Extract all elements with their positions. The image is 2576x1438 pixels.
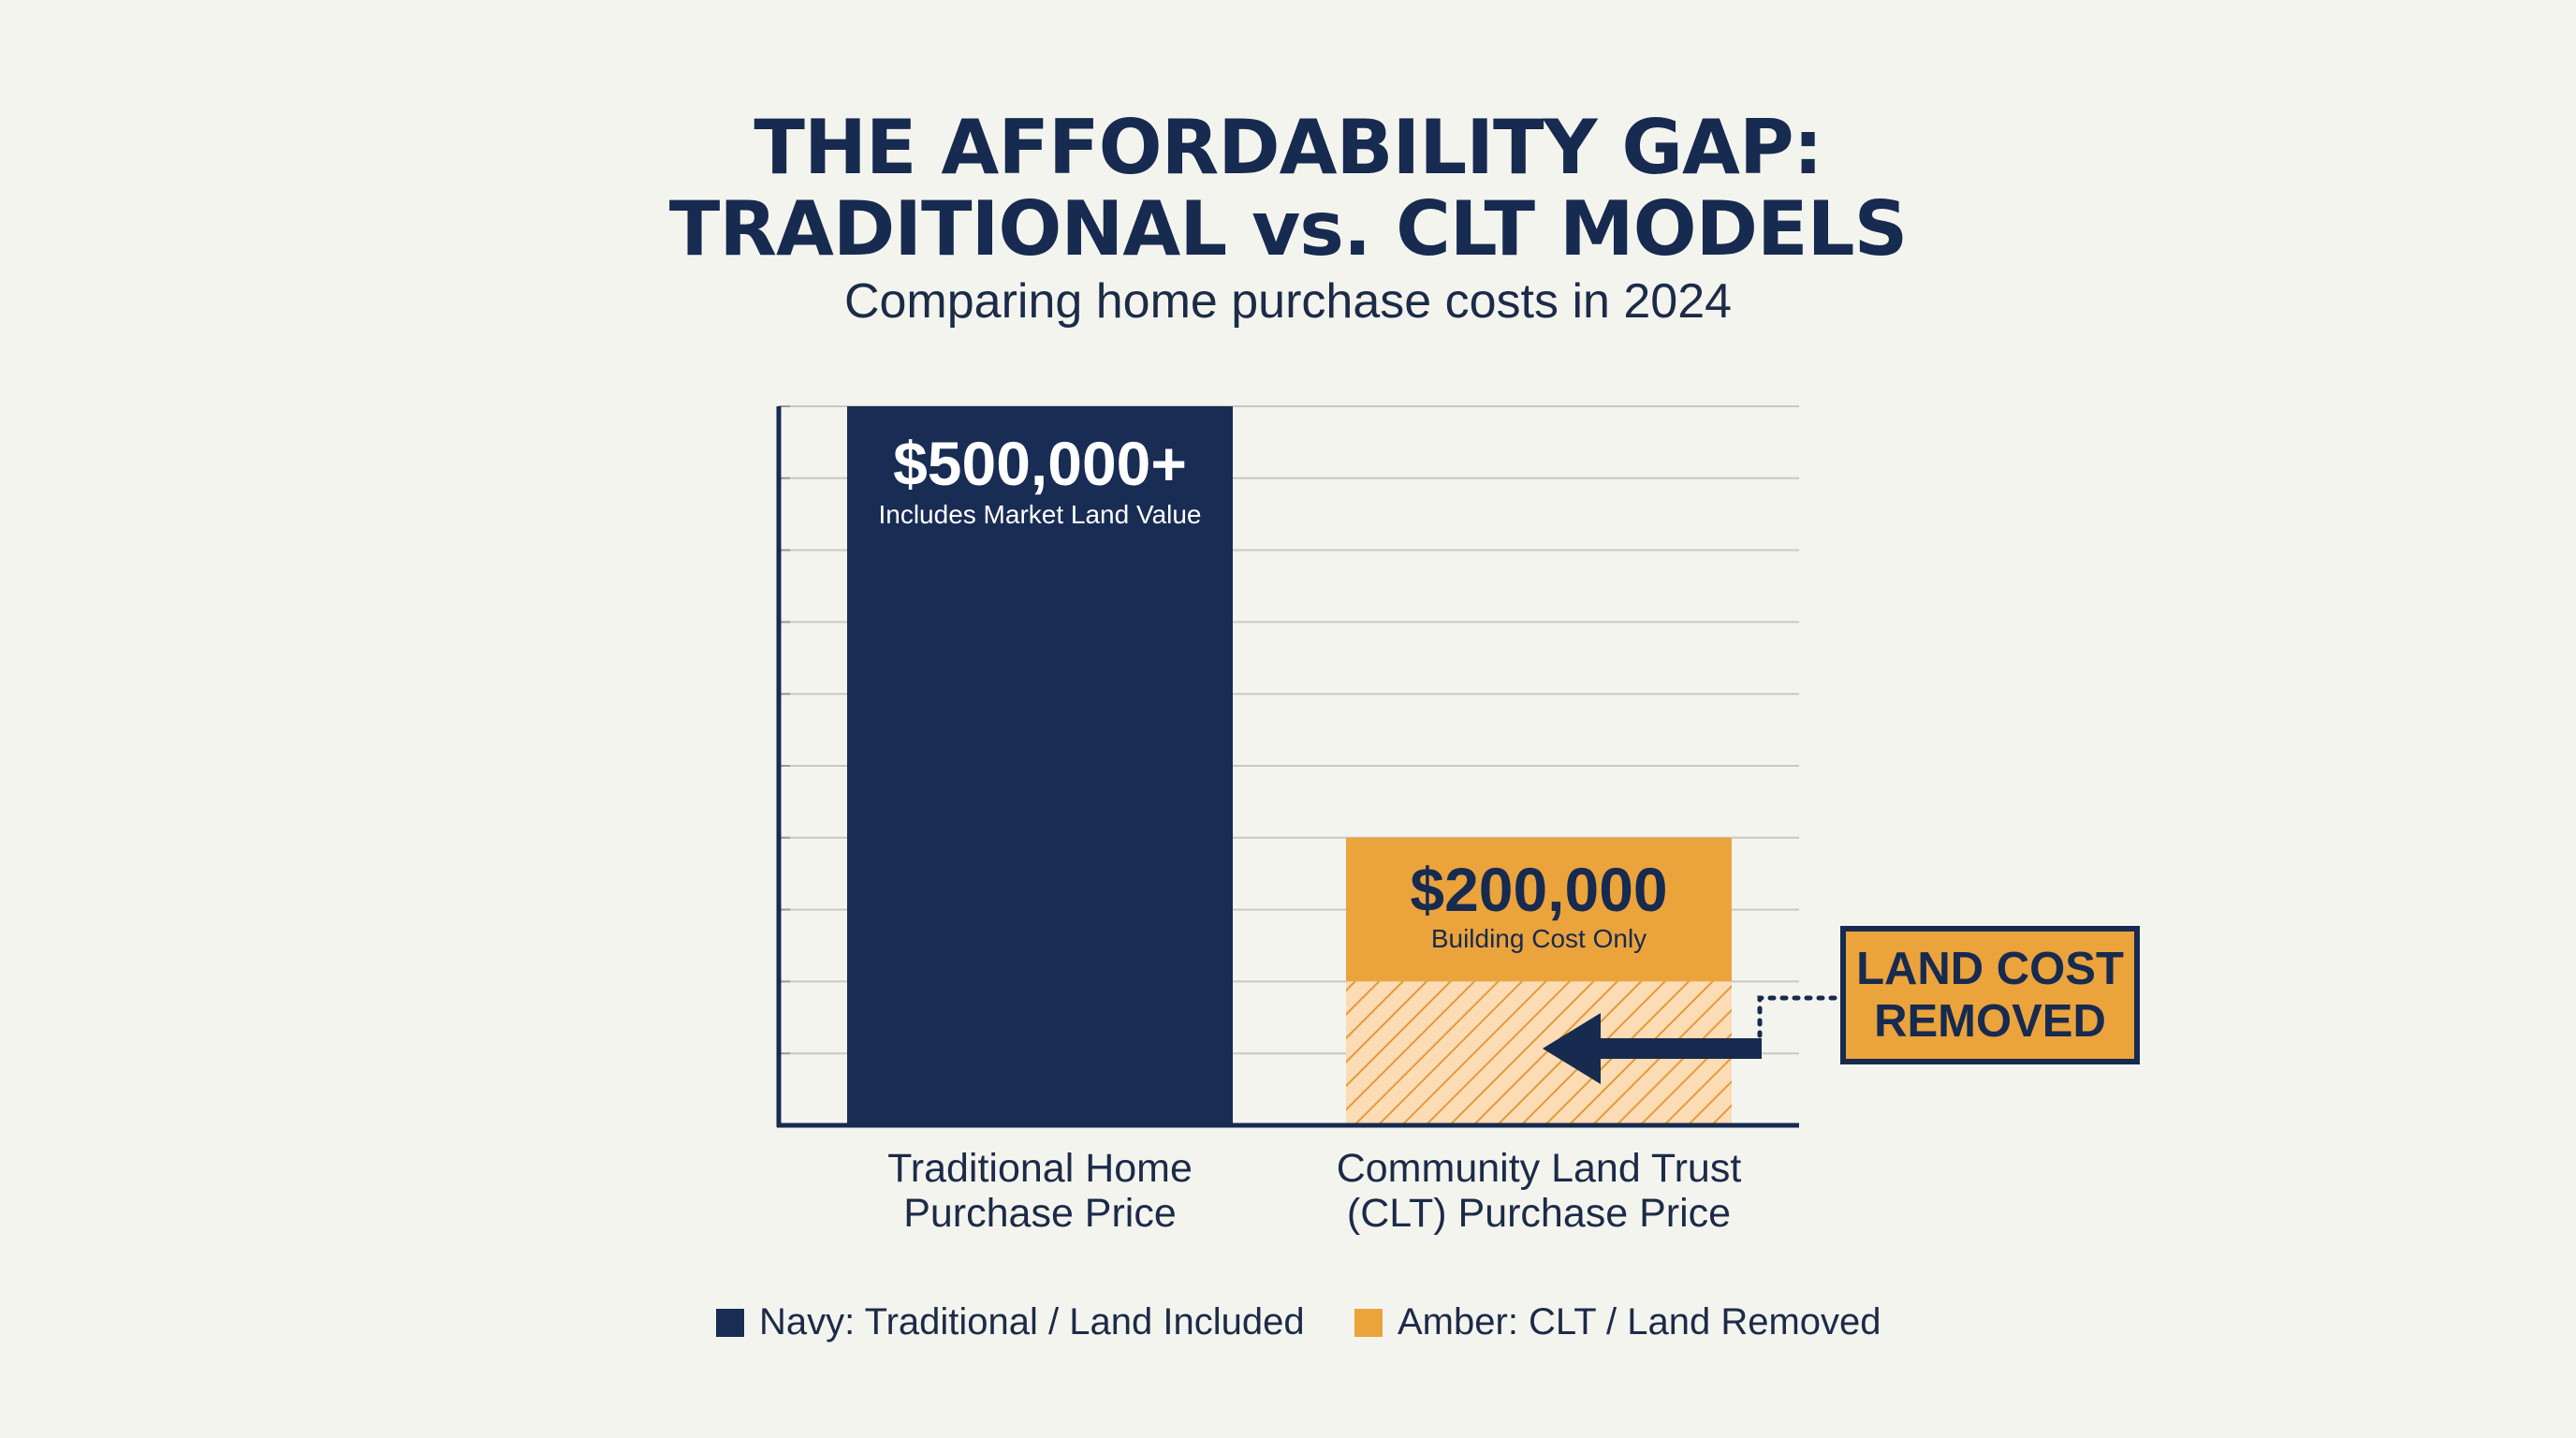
- x-tick-label-line: Traditional Home: [887, 1146, 1193, 1191]
- bar-description-traditional: Includes Market Land Value: [878, 500, 1202, 529]
- callout-line-2: REMOVED: [1874, 996, 2106, 1047]
- chart-title-line-2: TRADITIONAL vs. CLT MODELS: [668, 185, 1908, 272]
- bar-traditional: [847, 406, 1233, 1125]
- legend-label-navy: Navy: Traditional / Land Included: [759, 1301, 1305, 1343]
- x-tick-label-clt: Community Land Trust (CLT) Purchase Pric…: [1258, 1146, 1820, 1236]
- legend-item-amber: Amber: CLT / Land Removed: [1354, 1301, 1881, 1343]
- x-tick-label-line: (CLT) Purchase Price: [1346, 1191, 1732, 1236]
- x-tick-label-line: Community Land Trust: [1336, 1146, 1742, 1191]
- chart-subtitle: Comparing home purchase costs in 2024: [843, 274, 1733, 329]
- legend-item-navy: Navy: Traditional / Land Included: [716, 1301, 1305, 1343]
- x-tick-label-traditional: Traditional Home Purchase Price: [759, 1146, 1321, 1236]
- chart-title-line-1: THE AFFORDABILITY GAP:: [754, 104, 1822, 191]
- land-cost-removed-callout: LAND COST REMOVED: [1840, 926, 2140, 1064]
- legend-label-amber: Amber: CLT / Land Removed: [1398, 1301, 1881, 1343]
- legend-swatch-navy: [716, 1308, 744, 1337]
- bar-clt-building: [1346, 837, 1732, 982]
- arrow-head-icon: [1543, 1013, 1601, 1084]
- bar-description-clt: Building Cost Only: [1430, 923, 1647, 953]
- callout-dotted-connector: [1757, 995, 1837, 1038]
- callout-line-1: LAND COST: [1856, 944, 2124, 994]
- legend-swatch-amber: [1354, 1308, 1383, 1337]
- bar-value-label-traditional: $500,000+: [893, 429, 1187, 498]
- bar-value-label-clt: $200,000: [1410, 854, 1668, 924]
- x-tick-label-line: Purchase Price: [903, 1191, 1177, 1236]
